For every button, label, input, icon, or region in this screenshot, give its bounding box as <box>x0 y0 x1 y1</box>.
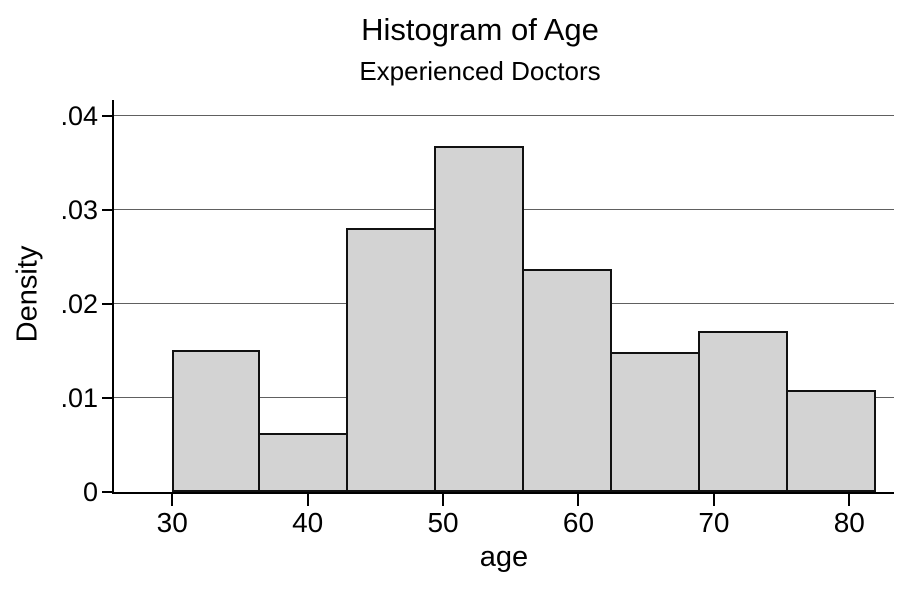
y-tick-mark <box>102 396 112 399</box>
x-tick-mark <box>712 494 715 506</box>
x-tick-mark <box>577 494 580 506</box>
x-tick-label: 60 <box>562 507 595 538</box>
y-tick-mark <box>102 208 112 211</box>
x-tick-mark <box>306 494 309 506</box>
y-tick-label: .03 <box>60 194 98 225</box>
y-tick-label: .02 <box>60 288 98 319</box>
y-tick-mark <box>102 491 112 493</box>
histogram-bar <box>698 331 789 492</box>
x-tick-label: 80 <box>833 507 865 538</box>
histogram-bar <box>522 269 613 492</box>
histogram-bar <box>786 390 877 492</box>
x-tick-label: 40 <box>292 507 324 538</box>
histogram-bar <box>258 432 349 492</box>
plot-area: 0 .01 .02 .03 .04 30 40 50 60 70 80 <box>60 100 894 538</box>
chart-title: Histogram of Age <box>361 12 599 47</box>
y-tick-label: 0 <box>82 477 98 507</box>
x-tick-mark <box>442 494 445 506</box>
x-tick-label: 50 <box>427 507 459 538</box>
x-tick-label: 70 <box>698 507 730 538</box>
histogram-bar <box>346 227 437 492</box>
y-tick-label: .04 <box>60 100 98 131</box>
histogram-bar <box>172 350 261 492</box>
histogram-bar <box>434 146 525 492</box>
histogram-bar <box>610 351 701 492</box>
y-gridline <box>114 115 894 117</box>
x-axis-title: age <box>479 541 529 573</box>
y-tick-label: .01 <box>60 382 98 413</box>
y-tick-mark <box>102 114 112 117</box>
chart-subtitle: Experienced Doctors <box>359 56 601 86</box>
x-tick-label: 30 <box>156 507 188 538</box>
y-tick-mark <box>102 302 112 305</box>
x-tick-mark <box>848 494 851 506</box>
x-tick-mark <box>171 494 174 506</box>
